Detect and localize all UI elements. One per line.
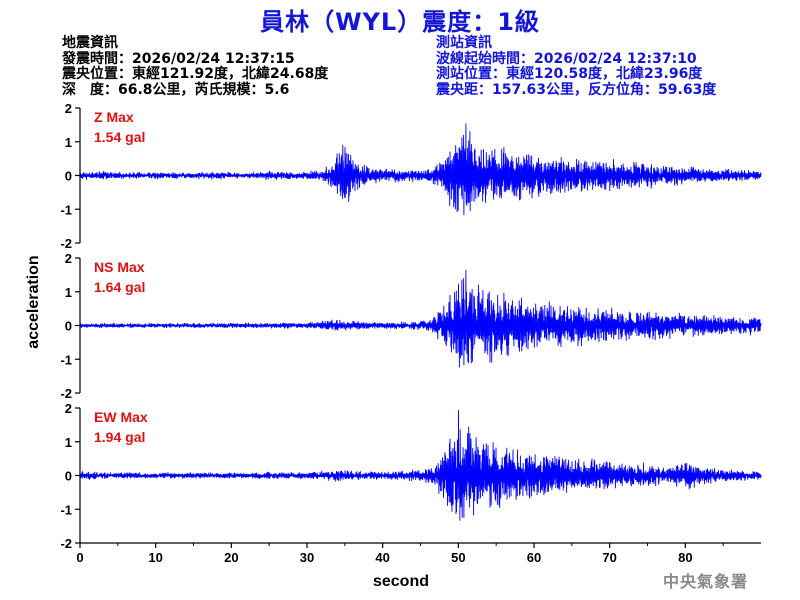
y-tick-label: 0 <box>65 469 72 484</box>
x-tick-label: 0 <box>76 550 83 565</box>
y-tick-label: 1 <box>65 435 72 450</box>
max-label-ew: EW Max <box>94 409 148 425</box>
waveform-ew <box>79 409 762 521</box>
station-info-block: 測站資訊 波線起始時間：2026/02/24 12:37:10 測站位置：東經1… <box>436 35 717 98</box>
station-info-heading: 測站資訊 <box>436 35 492 51</box>
x-axis-label: second <box>373 573 429 590</box>
panel-ns: -2 -1 0 1 2 NS Max 1.64 gal <box>60 251 762 401</box>
waveform-ns <box>79 270 762 368</box>
quake-info-block: 地震資訊 發震時間：2026/02/24 12:37:15 震央位置：東經121… <box>62 35 329 98</box>
y-tick-label: 1 <box>65 285 72 300</box>
y-tick-label: -2 <box>60 536 72 551</box>
x-tick-label: 60 <box>527 550 541 565</box>
station-location: 測站位置：東經120.58度，北緯23.96度 <box>436 66 703 82</box>
x-tick-label: 70 <box>602 550 616 565</box>
x-tick-label: 50 <box>451 550 465 565</box>
y-tick-label: -1 <box>60 202 72 217</box>
max-value-z: 1.54 gal <box>94 129 145 145</box>
y-tick-label: 2 <box>65 401 72 416</box>
distance-azimuth: 震央距：157.63公里，反方位角：59.63度 <box>436 81 717 98</box>
y-tick-label: 1 <box>65 135 72 150</box>
x-tick-label: 30 <box>300 550 314 565</box>
max-value-ew: 1.94 gal <box>94 429 145 445</box>
x-tick-label: 40 <box>375 550 389 565</box>
y-tick-label: -2 <box>60 386 72 401</box>
depth-magnitude: 深 度：66.8公里，芮氏規模：5.6 <box>62 81 290 98</box>
page-title: 員林（WYL）震度：1級 <box>260 8 540 36</box>
y-tick-label: 2 <box>65 101 72 116</box>
y-tick-label: 2 <box>65 251 72 266</box>
max-value-ns: 1.64 gal <box>94 279 145 295</box>
max-label-ns: NS Max <box>94 259 145 275</box>
y-tick-label: -1 <box>60 502 72 517</box>
y-tick-label: -1 <box>60 352 72 367</box>
origin-time: 發震時間：2026/02/24 12:37:15 <box>62 50 295 67</box>
panel-ew: -2 -1 0 1 2 EW Max 1.94 gal <box>60 401 762 551</box>
wave-start-time: 波線起始時間：2026/02/24 12:37:10 <box>436 50 697 67</box>
panel-z: -2 -1 0 1 2 Z Max 1.54 gal <box>60 101 762 251</box>
quake-info-heading: 地震資訊 <box>62 35 118 51</box>
x-tick-label: 20 <box>224 550 238 565</box>
y-tick-label: 0 <box>65 169 72 184</box>
waveform-z <box>79 123 762 216</box>
y-tick-label: 0 <box>65 319 72 334</box>
x-tick-label: 10 <box>148 550 162 565</box>
max-label-z: Z Max <box>94 109 134 125</box>
agency-watermark: 中央氣象署 <box>662 572 748 591</box>
epicenter-location: 震央位置：東經121.92度，北緯24.68度 <box>62 66 329 82</box>
y-tick-label: -2 <box>60 236 72 251</box>
y-axis-label: acceleration <box>25 255 42 348</box>
x-tick-label: 80 <box>678 550 692 565</box>
